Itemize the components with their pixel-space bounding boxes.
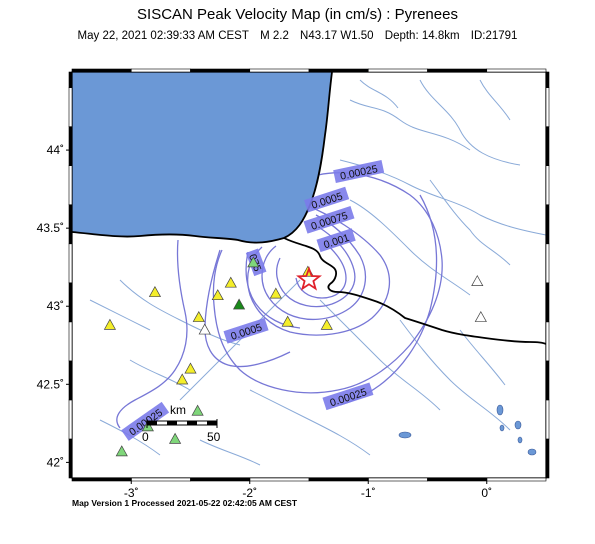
frame-segment-left — [68, 126, 73, 166]
longitude-tick-label: -1˚ — [361, 486, 376, 500]
event-magnitude: M 2.2 — [260, 30, 289, 42]
frame-segment-top — [427, 68, 488, 73]
event-depth: Depth: 14.8km — [384, 30, 460, 42]
frame-segment-left — [68, 204, 73, 245]
frame-segment-right — [545, 126, 550, 166]
scale-label-end: 50 — [207, 430, 221, 444]
latitude-tick-label: 44˚ — [47, 143, 64, 157]
frame-segment-top — [190, 68, 251, 73]
station-triangle-icon[interactable] — [474, 310, 487, 322]
sea-area — [72, 72, 332, 243]
frame-segment-top — [367, 68, 428, 73]
frame-segment-left — [68, 282, 73, 323]
station-triangle-icon[interactable] — [169, 432, 182, 444]
frame-segment-right — [545, 399, 550, 440]
frame-segment-left — [68, 71, 73, 88]
latitude-tick-label: 43.5˚ — [37, 221, 64, 235]
frame-segment-top — [486, 68, 547, 73]
event-info: May 22, 2021 02:39:33 AM CEST M 2.2 N43.… — [0, 30, 595, 42]
station-triangle-icon[interactable] — [211, 289, 224, 301]
frame-segment-left — [68, 438, 73, 479]
map-title: SISCAN Peak Velocity Map (in cm/s) : Pyr… — [137, 6, 458, 23]
contour-labels: 0.000250.00050.000750.0010750.00050.0002… — [121, 159, 385, 441]
epicenter-marker — [296, 266, 322, 291]
frame-segment-right — [545, 204, 550, 245]
frame-segment-left — [68, 165, 73, 206]
frame-segment-right — [545, 87, 550, 127]
station-triangle-icon[interactable] — [148, 285, 162, 297]
frame-segment-top — [130, 68, 191, 73]
station-triangle-icon[interactable] — [192, 310, 205, 322]
latitude-tick-label: 42.5˚ — [37, 377, 64, 391]
event-date: May 22, 2021 02:39:33 AM CEST — [77, 30, 249, 42]
map-footer: Map Version 1 Processed 2021-05-22 02:42… — [72, 498, 298, 508]
station-triangle-icon[interactable] — [247, 256, 260, 268]
frame-segment-bottom — [486, 477, 547, 482]
station-triangle-icon[interactable] — [281, 315, 294, 327]
station-triangle-icon[interactable] — [191, 404, 204, 416]
longitude-tick-label: 0˚ — [481, 486, 492, 500]
longitude-tick-label: -2˚ — [242, 486, 257, 500]
station-triangle-icon[interactable] — [471, 275, 484, 286]
coastline — [72, 72, 333, 244]
scale-unit: km — [170, 403, 186, 417]
longitude-tick-labels: -3˚ -2˚ -1˚ 0˚ — [124, 478, 492, 500]
frame-segment-left — [68, 360, 73, 401]
frame-segment-left — [68, 243, 73, 284]
station-triangle-icon[interactable] — [141, 420, 154, 432]
latitude-tick-label: 42˚ — [47, 455, 64, 469]
seismic-stations — [103, 256, 487, 457]
frame-segment-right — [545, 438, 550, 479]
scale-bar: km 0 50 — [142, 403, 221, 444]
station-triangle-icon[interactable] — [103, 318, 117, 330]
event-id: ID:21791 — [470, 30, 518, 42]
event-location: N43.17 W1.50 — [300, 30, 374, 42]
scale-label-start: 0 — [142, 430, 149, 444]
station-triangle-icon[interactable] — [115, 445, 128, 457]
station-triangle-icon[interactable] — [320, 318, 333, 330]
frame-segment-bottom — [427, 477, 488, 482]
station-triangle-icon[interactable] — [176, 373, 189, 385]
frame-segment-left — [68, 87, 73, 127]
latitude-tick-label: 43˚ — [47, 299, 64, 313]
rivers — [89, 79, 546, 466]
longitude-tick-label: -3˚ — [124, 486, 139, 500]
latitude-tick-labels: 44˚ 43.5˚ 43˚ 42.5˚ 42˚ — [37, 143, 72, 469]
national-border — [283, 237, 546, 345]
frame-segment-bottom — [249, 477, 310, 482]
frame-segment-right — [545, 243, 550, 284]
frame-segment-top — [249, 68, 310, 73]
frame-segment-top — [308, 68, 369, 73]
frame-segment-bottom — [130, 477, 191, 482]
frame-segment-bottom — [367, 477, 428, 482]
lakes — [398, 404, 537, 456]
frame-segment-right — [545, 71, 550, 88]
frame-segment-right — [545, 321, 550, 362]
station-triangle-icon[interactable] — [184, 362, 197, 374]
frame-segment-right — [545, 165, 550, 206]
epicenter-star-icon — [296, 266, 322, 291]
frame-segment-right — [545, 360, 550, 401]
frame-segment-bottom — [190, 477, 251, 482]
station-triangle-icon[interactable] — [232, 298, 246, 310]
frame-segment-top — [71, 68, 132, 73]
frame-segment-left — [68, 399, 73, 440]
frame-segment-bottom — [71, 477, 132, 482]
frame-segment-left — [68, 321, 73, 362]
frame-segment-right — [545, 282, 550, 323]
frame-segment-bottom — [308, 477, 369, 482]
station-triangle-icon[interactable] — [198, 323, 211, 335]
station-triangle-icon[interactable] — [269, 287, 282, 299]
station-triangle-icon[interactable] — [224, 276, 237, 288]
